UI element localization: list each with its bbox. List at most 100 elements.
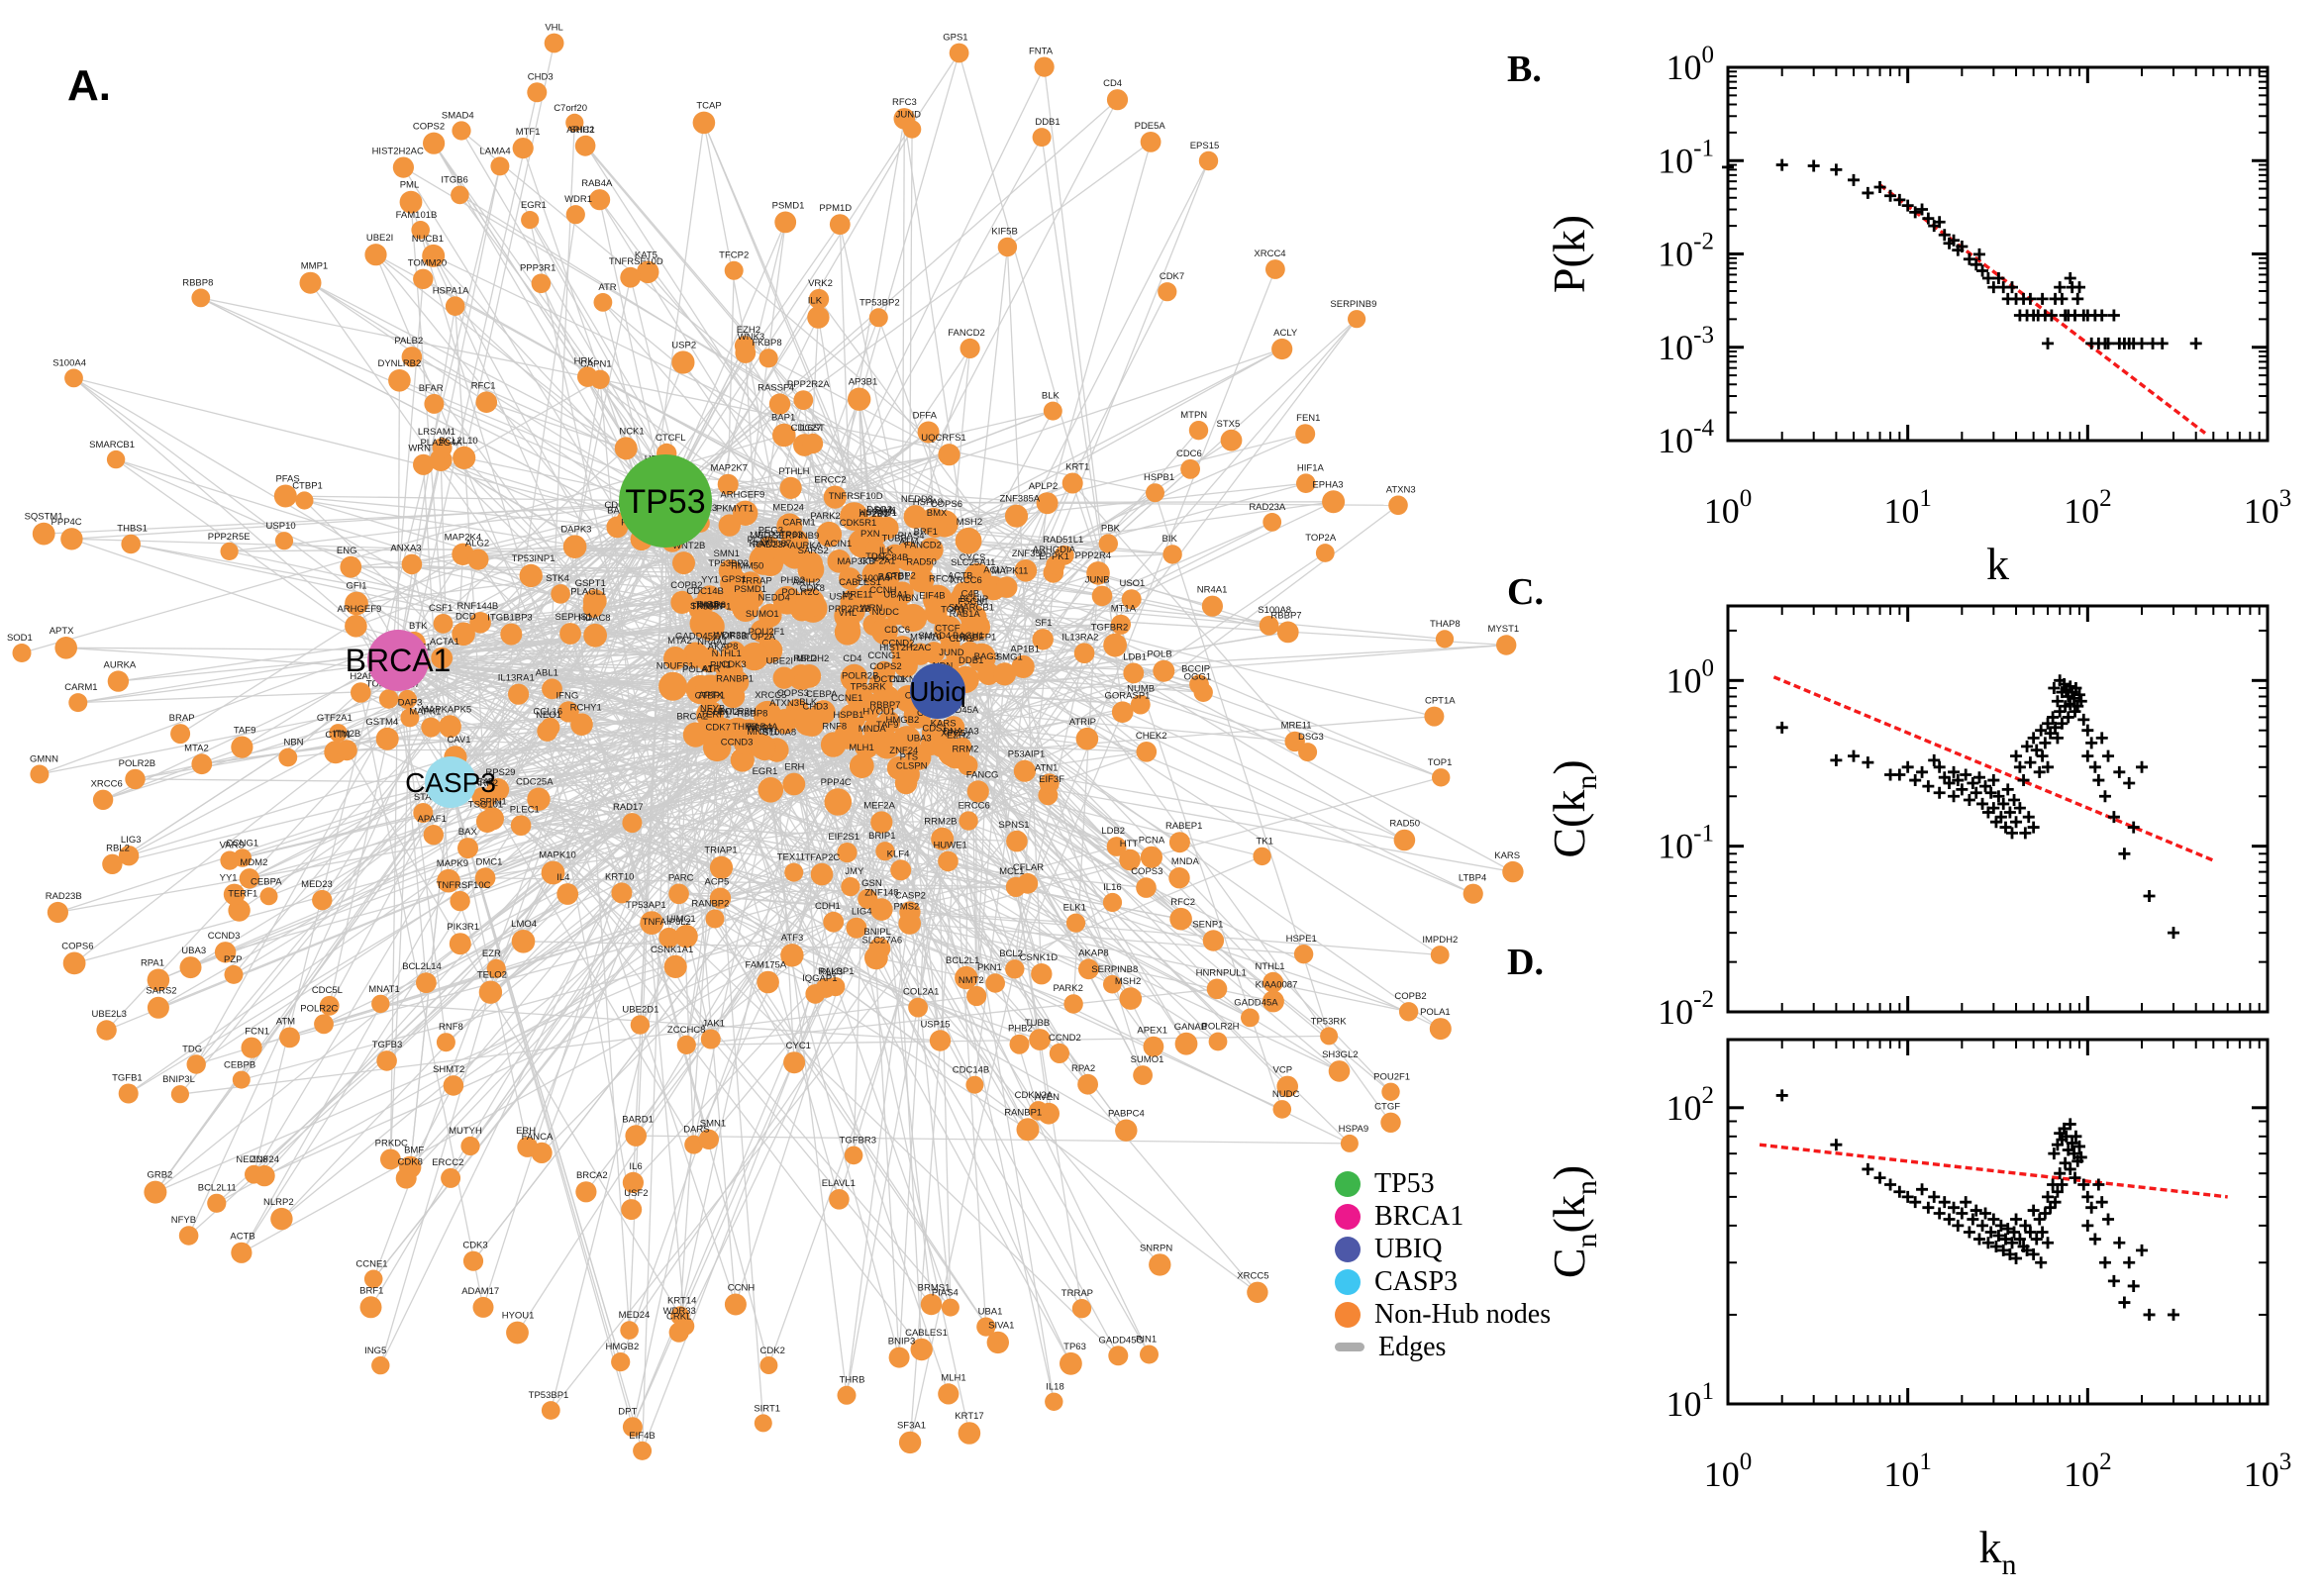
- svg-text:PARK2: PARK2: [810, 511, 840, 522]
- svg-text:TELO2: TELO2: [477, 969, 507, 980]
- svg-text:POLR2H: POLR2H: [719, 707, 757, 718]
- svg-text:10-2: 10-2: [1658, 986, 1714, 1032]
- svg-text:HMGB2: HMGB2: [886, 715, 920, 726]
- svg-text:AKAP8: AKAP8: [708, 642, 739, 652]
- svg-text:DNAJA3: DNAJA3: [943, 727, 978, 738]
- svg-text:SUMO1: SUMO1: [1131, 1054, 1164, 1065]
- svg-text:USF2: USF2: [624, 1188, 648, 1199]
- svg-text:POLR2C: POLR2C: [300, 1003, 338, 1014]
- svg-text:TIMM50: TIMM50: [729, 560, 763, 571]
- svg-text:PPP2R4: PPP2R4: [1075, 550, 1111, 561]
- svg-text:TOP2A: TOP2A: [1305, 533, 1337, 544]
- svg-text:BTK: BTK: [409, 621, 428, 632]
- svg-text:MAP3K5: MAP3K5: [837, 556, 874, 567]
- svg-text:TP53BP1: TP53BP1: [529, 1390, 569, 1401]
- legend-label: UBIQ: [1374, 1233, 1443, 1264]
- svg-text:JUND: JUND: [896, 109, 921, 120]
- svg-text:CEBPA: CEBPA: [251, 876, 282, 887]
- svg-text:CCNE1: CCNE1: [355, 1258, 387, 1269]
- svg-text:NTHL1: NTHL1: [1255, 961, 1284, 972]
- svg-text:PXN: PXN: [860, 529, 880, 540]
- svg-text:SARS2: SARS2: [146, 986, 176, 997]
- svg-text:USP15: USP15: [920, 1019, 950, 1030]
- svg-text:DMC1: DMC1: [476, 856, 503, 867]
- svg-text:ZNF24: ZNF24: [251, 1154, 279, 1165]
- network-node-labels: TP53RK KIAA0087 THAP8 CDC14B NTHL1 DSG3 POLR2C…: [7, 23, 1520, 1442]
- svg-text:C7orf20: C7orf20: [554, 103, 587, 114]
- svg-text:CCND2: CCND2: [882, 638, 915, 648]
- svg-text:GPS1: GPS1: [943, 33, 967, 44]
- svg-text:ELAVL1: ELAVL1: [822, 1178, 856, 1189]
- svg-text:CHD3: CHD3: [802, 702, 828, 713]
- svg-text:TOP1: TOP1: [1428, 757, 1453, 768]
- svg-text:TAF9: TAF9: [234, 726, 256, 737]
- svg-text:RAD23A: RAD23A: [1249, 502, 1286, 513]
- svg-text:HSPA9: HSPA9: [913, 497, 943, 508]
- svg-text:DYNLRB2: DYNLRB2: [377, 358, 421, 369]
- svg-text:TERF1: TERF1: [700, 710, 730, 721]
- legend-label: CASP3: [1374, 1265, 1459, 1297]
- svg-text:SMARCB1: SMARCB1: [949, 602, 994, 613]
- svg-text:CDC6: CDC6: [1176, 449, 1202, 459]
- svg-text:RPA2: RPA2: [1071, 1063, 1095, 1074]
- svg-text:COPB2: COPB2: [1394, 991, 1426, 1002]
- svg-text:PIK3R1: PIK3R1: [447, 922, 479, 933]
- svg-text:KIF5B: KIF5B: [721, 632, 747, 643]
- svg-text:POU2F1: POU2F1: [749, 627, 785, 638]
- svg-text:TUBB: TUBB: [882, 534, 907, 545]
- svg-text:RAD50: RAD50: [1389, 819, 1420, 830]
- svg-text:KARS: KARS: [931, 719, 957, 730]
- svg-text:LIG3: LIG3: [121, 835, 142, 846]
- svg-text:10-1: 10-1: [1658, 135, 1714, 180]
- svg-text:102: 102: [1666, 1082, 1715, 1128]
- svg-text:POLR2B: POLR2B: [842, 671, 879, 682]
- svg-text:VCP: VCP: [756, 530, 775, 541]
- svg-text:MYST1: MYST1: [1488, 624, 1520, 635]
- svg-text:SF3A1: SF3A1: [897, 1421, 926, 1432]
- hub-node-ubiq: Ubiq: [909, 663, 966, 719]
- svg-text:IQGAP1: IQGAP1: [802, 973, 837, 984]
- svg-text:NMT2: NMT2: [959, 975, 984, 986]
- svg-text:PHB2: PHB2: [780, 575, 805, 586]
- svg-text:PARP2: PARP2: [468, 778, 498, 789]
- svg-text:ILK: ILK: [879, 546, 894, 556]
- svg-text:TUBB: TUBB: [1025, 1018, 1050, 1029]
- svg-text:GPS1: GPS1: [722, 574, 747, 585]
- svg-text:TNFRSF10C: TNFRSF10C: [437, 880, 491, 891]
- svg-text:CFLAR: CFLAR: [1013, 862, 1044, 873]
- svg-text:GTF2A1: GTF2A1: [317, 713, 353, 724]
- svg-text:ITGB1BP3: ITGB1BP3: [487, 613, 532, 624]
- svg-text:BRIP1: BRIP1: [868, 831, 895, 842]
- svg-text:SPIN1: SPIN1: [479, 796, 506, 807]
- svg-text:CCND3: CCND3: [208, 931, 241, 942]
- svg-text:ARHGEF9: ARHGEF9: [720, 490, 764, 501]
- svg-text:ATN1: ATN1: [1035, 762, 1059, 773]
- svg-text:10-4: 10-4: [1658, 415, 1714, 460]
- svg-text:ATF3: ATF3: [781, 933, 804, 944]
- svg-text:TSG101: TSG101: [468, 800, 503, 811]
- svg-text:ATR: ATR: [702, 664, 720, 675]
- svg-text:SLC27A6: SLC27A6: [861, 936, 902, 947]
- svg-text:PRKDC: PRKDC: [375, 1139, 408, 1149]
- svg-text:DAPK3: DAPK3: [560, 524, 591, 535]
- svg-text:NTHL1: NTHL1: [712, 648, 742, 659]
- svg-text:RAD23B: RAD23B: [46, 891, 82, 902]
- svg-text:CSF1: CSF1: [429, 603, 453, 614]
- svg-text:RAB1A: RAB1A: [950, 609, 981, 620]
- network-nodes: [12, 33, 1524, 1460]
- svg-text:TEX11: TEX11: [777, 852, 805, 863]
- svg-text:RNF8: RNF8: [439, 1022, 463, 1033]
- svg-text:PPP4C: PPP4C: [821, 777, 852, 788]
- svg-text:AURKA: AURKA: [789, 541, 822, 551]
- svg-text:100: 100: [1704, 485, 1753, 531]
- svg-text:POLR2C: POLR2C: [781, 587, 819, 598]
- svg-text:COPS2: COPS2: [869, 661, 901, 672]
- svg-text:EZR: EZR: [482, 948, 501, 959]
- svg-text:COPS2: COPS2: [413, 122, 445, 133]
- svg-text:APAF1: APAF1: [418, 814, 447, 825]
- svg-text:DFFA: DFFA: [913, 411, 938, 422]
- svg-text:KAT5: KAT5: [635, 250, 657, 261]
- svg-text:HNRNPUL1: HNRNPUL1: [1196, 968, 1247, 979]
- svg-text:EGR1: EGR1: [521, 200, 547, 211]
- svg-text:THRB: THRB: [732, 722, 758, 733]
